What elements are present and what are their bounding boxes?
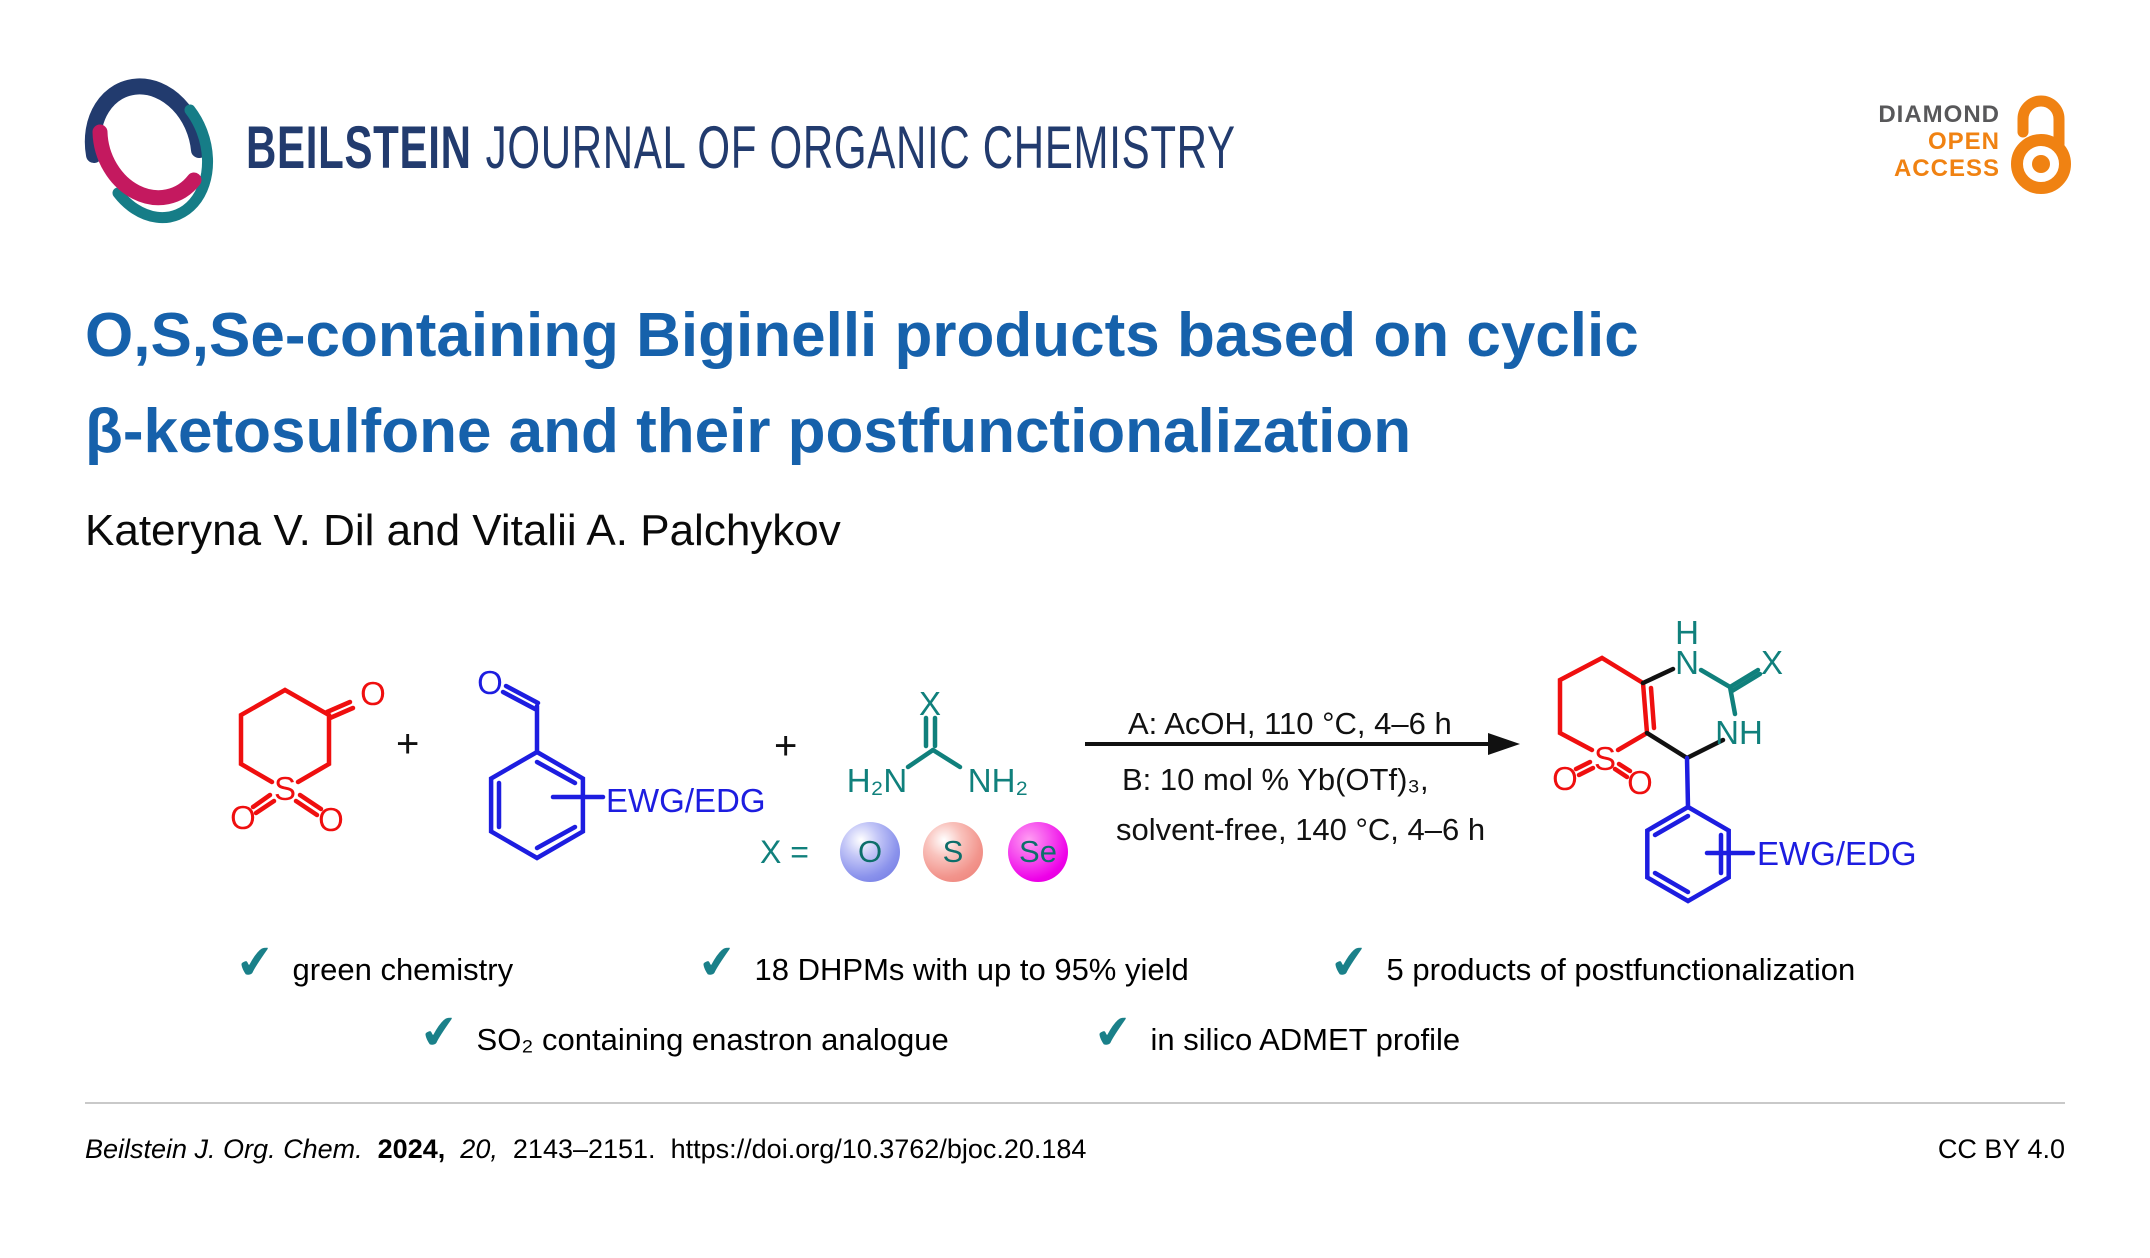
condition-line-a: A: AcOH, 110 °C, 4–6 h (1128, 706, 1452, 741)
group-nh2: NH₂ (968, 762, 1028, 799)
benzaldehyde-structure: O EWG/EDG (477, 664, 766, 861)
atom-product-oxygen-right: O (1627, 764, 1653, 801)
open-access-lock-icon (2011, 95, 2071, 194)
atom-product-x: X (1761, 644, 1783, 681)
element-sphere-selenium: Se (1008, 822, 1068, 882)
plus-sign: + (396, 722, 420, 766)
x-legend-label: X = (760, 834, 809, 870)
highlight-text: 5 products of postfunctionalization (1386, 952, 1856, 987)
checkmark-icon: ✔ (1091, 1004, 1136, 1060)
atom-product-oxygen-left: O (1552, 760, 1578, 797)
badge-open-label: OPEN (1927, 128, 2000, 155)
citation-pages: 2143–2151. (512, 1134, 656, 1164)
highlight-item: ✔ SO₂ containing enastron analogue (417, 1004, 949, 1060)
checkmark-icon: ✔ (233, 934, 278, 990)
highlight-text: in silico ADMET profile (1150, 1022, 1461, 1057)
footer-divider (85, 1102, 2065, 1104)
product-substituent-label: EWG/EDG (1757, 835, 1917, 872)
citation: Beilstein J. Org. Chem. 2024, 20, 2143–2… (85, 1134, 1094, 1165)
atom-oxygen-left: O (230, 799, 256, 836)
element-symbol-se: Se (1019, 834, 1057, 869)
highlight-text: SO₂ containing enastron analogue (476, 1022, 949, 1057)
condition-line-b2: solvent-free, 140 °C, 4–6 h (1116, 812, 1486, 847)
highlight-item: ✔ 5 products of postfunctionalization (1327, 934, 1856, 990)
plus-sign: + (774, 724, 798, 768)
authors: Kateryna V. Dil and Vitalii A. Palchykov (85, 506, 841, 555)
citation-volume: 20, (460, 1134, 498, 1164)
element-sphere-oxygen: O (840, 822, 900, 882)
ketosulfone-structure: O S O O (230, 675, 386, 838)
atom-aldehyde-oxygen: O (477, 664, 503, 701)
reaction-arrow-head (1488, 733, 1520, 755)
highlight-item: ✔ green chemistry (233, 934, 514, 990)
badge-diamond-label: DIAMOND (1878, 101, 2000, 128)
checkmark-icon: ✔ (417, 1004, 462, 1060)
atom-oxygen-right: O (318, 801, 344, 838)
atom-ring-nitrogen: N (1675, 644, 1699, 681)
journal-name-bold: BEILSTEIN (246, 114, 472, 181)
beilstein-logo-icon (84, 78, 214, 224)
highlight-item: ✔ 18 DHPMs with up to 95% yield (695, 934, 1189, 990)
highlight-item: ✔ in silico ADMET profile (1091, 1004, 1461, 1060)
article-title-line2: β-ketosulfone and their postfunctionaliz… (85, 397, 1412, 466)
citation-journal: Beilstein J. Org. Chem. (85, 1134, 363, 1164)
checkmark-icon: ✔ (1327, 934, 1372, 990)
badge-access-label: ACCESS (1893, 155, 2000, 182)
element-sphere-sulfur: S (923, 822, 983, 882)
diamond-open-access-badge: DIAMOND OPEN ACCESS (1878, 101, 2000, 182)
atom-sulfur: S (274, 770, 296, 807)
element-symbol-s: S (942, 834, 964, 869)
group-ring-nh: NH (1715, 714, 1763, 751)
citation-year: 2024, (377, 1134, 446, 1164)
citation-doi-link[interactable]: https://doi.org/10.3762/bjoc.20.184 (670, 1134, 1087, 1164)
atom-x: X (919, 685, 941, 722)
atom-product-sulfur: S (1594, 740, 1616, 777)
journal-name: BEILSTEIN JOURNAL OF ORGANIC CHEMISTRY (246, 116, 1236, 180)
atom-ketone-oxygen: O (360, 675, 386, 712)
highlight-text: 18 DHPMs with up to 95% yield (754, 952, 1189, 987)
group-h2n: H₂N (847, 762, 907, 799)
highlight-text: green chemistry (292, 952, 514, 987)
chalcogenourea-structure: X H₂N NH₂ (847, 685, 1028, 799)
reaction-arrow (1085, 742, 1490, 746)
substituent-label: EWG/EDG (606, 782, 766, 819)
checkmark-icon: ✔ (695, 934, 740, 990)
license-label: CC BY 4.0 (1937, 1134, 2065, 1164)
atom-nh-hydrogen: H (1675, 614, 1699, 651)
journal-name-rest: JOURNAL OF ORGANIC CHEMISTRY (485, 114, 1236, 181)
condition-line-b: B: 10 mol % Yb(OTf)₃, (1122, 762, 1429, 797)
product-structure: H N X NH S O O EWG/EDG (1552, 614, 1917, 904)
article-title: O,S,Se-containing Biginelli products bas… (85, 288, 1639, 480)
element-symbol-o: O (857, 834, 883, 869)
article-title-line1: O,S,Se-containing Biginelli products bas… (85, 301, 1639, 370)
